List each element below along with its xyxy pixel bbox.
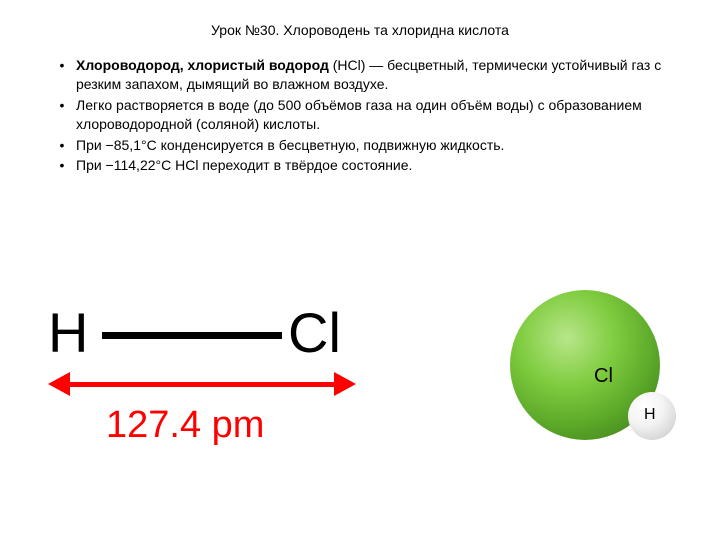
bullet-rest: При −114,22°C HCl переходит в твёрдое со… [76,157,412,173]
bullet-list: • Хлороводород, хлористый водород (HCl) … [0,56,720,175]
bullet-text: Легко растворяется в воде (до 500 объёмо… [76,96,690,134]
diagram-area: H Cl 127.4 pm Cl H [0,280,720,540]
hydrogen-3d-label: H [644,406,656,424]
bullet-text: При −114,22°C HCl переходит в твёрдое со… [76,156,690,175]
slide-title: Урок №30. Хлороводень та хлоридна кислот… [0,0,720,56]
bullet-marker: • [48,156,76,173]
bullet-bold: Хлороводород, хлористый водород [76,57,329,73]
arrow-right-head [334,372,356,396]
bond-distance-label: 127.4 pm [106,404,264,447]
bullet-text: Хлороводород, хлористый водород (HCl) — … [76,56,690,94]
bullet-marker: • [48,96,76,113]
hcl-3d-model: Cl H [500,280,680,460]
arrow-shaft [66,382,338,387]
chlorine-3d-label: Cl [594,365,613,388]
bullet-item: • При −85,1°C конденсируется в бесцветну… [48,136,690,155]
bullet-marker: • [48,136,76,153]
bullet-text: При −85,1°C конденсируется в бесцветную,… [76,136,690,155]
bullet-rest: Легко растворяется в воде (до 500 объёмо… [76,97,642,132]
bullet-rest: При −85,1°C конденсируется в бесцветную,… [76,137,504,153]
atom-h-label: H [48,300,88,365]
bullet-marker: • [48,56,76,73]
bond-line [102,332,282,339]
bullet-item: • При −114,22°C HCl переходит в твёрдое … [48,156,690,175]
bullet-item: • Хлороводород, хлористый водород (HCl) … [48,56,690,94]
bullet-item: • Легко растворяется в воде (до 500 объё… [48,96,690,134]
atom-cl-label: Cl [288,300,341,365]
